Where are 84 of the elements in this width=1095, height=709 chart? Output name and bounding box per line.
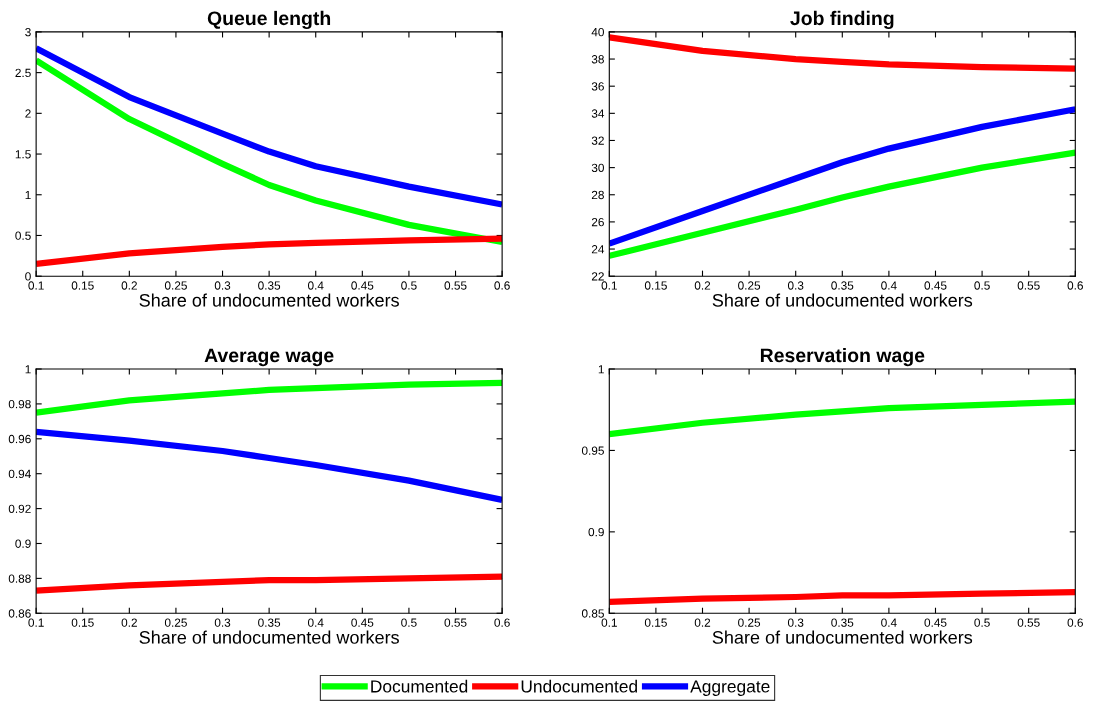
- x-tick-label: 0.6: [1067, 618, 1083, 627]
- x-tick-label: 0.1: [28, 618, 44, 627]
- x-tick-label: 0.15: [71, 618, 94, 627]
- x-tick-label: 0.2: [694, 281, 711, 290]
- x-tick-label: 0.1: [601, 281, 617, 290]
- x-axis-title: Share of undocumented workers: [139, 630, 399, 644]
- x-tick-label: 0.3: [214, 618, 231, 627]
- x-tick-label: 0.15: [644, 618, 667, 627]
- y-tick-label: 0: [25, 272, 31, 281]
- y-tick-label: 28: [591, 190, 604, 200]
- x-tick-label: 0.4: [881, 281, 897, 290]
- x-tick-label: 0.3: [214, 281, 231, 290]
- x-axis-title: Share of undocumented workers: [139, 293, 399, 307]
- x-tick-label: 0.45: [351, 281, 374, 290]
- x-tick-label: 0.55: [444, 281, 467, 290]
- y-tick-label: 0.9: [15, 539, 31, 548]
- y-tick-label: 0.5: [15, 231, 31, 240]
- chart-title: Reservation wage: [760, 347, 925, 367]
- chart-title: Queue length: [207, 10, 331, 30]
- y-tick-label: 22: [591, 272, 604, 281]
- y-tick-label: 1: [25, 190, 31, 200]
- y-tick-label: 26: [591, 217, 604, 227]
- x-tick-label: 0.2: [121, 281, 137, 290]
- y-tick-label: 0.94: [8, 469, 31, 479]
- y-tick-label: 0.98: [8, 399, 31, 409]
- y-tick-label: 36: [591, 82, 604, 91]
- legend-label: Undocumented: [521, 679, 637, 693]
- x-tick-label: 0.4: [307, 618, 324, 627]
- y-tick-label: 34: [591, 109, 605, 118]
- legend-label: Aggregate: [690, 680, 770, 696]
- y-tick-label: 2: [25, 109, 31, 118]
- x-axis-title: Share of undocumented workers: [712, 293, 973, 307]
- x-tick-label: 0.3: [787, 281, 804, 290]
- chart-title: Job finding: [790, 10, 894, 30]
- y-tick-label: 1: [598, 365, 604, 374]
- x-tick-label: 0.4: [881, 618, 897, 627]
- x-tick-label: 0.6: [494, 281, 510, 290]
- x-tick-label: 0.45: [924, 281, 947, 290]
- x-tick-label: 0.55: [1017, 281, 1040, 290]
- x-tick-label: 0.55: [444, 618, 467, 627]
- chart-title: Average wage: [204, 348, 334, 367]
- x-tick-label: 0.25: [738, 281, 761, 290]
- y-tick-label: 0.9: [588, 527, 604, 537]
- y-tick-label: 40: [591, 27, 604, 37]
- y-tick-label: 0.92: [8, 504, 31, 513]
- x-tick-label: 0.45: [351, 618, 374, 627]
- x-tick-label: 0.25: [164, 281, 187, 290]
- y-tick-label: 0.96: [8, 434, 31, 444]
- x-tick-label: 0.15: [71, 281, 94, 290]
- x-tick-label: 0.35: [258, 281, 281, 290]
- y-tick-label: 2.5: [15, 68, 31, 78]
- legend-label: Documented: [371, 679, 468, 693]
- y-tick-label: 38: [591, 55, 604, 64]
- y-tick-label: 0.88: [8, 574, 31, 583]
- y-tick-label: 24: [591, 245, 605, 254]
- x-tick-label: 0.35: [831, 281, 854, 290]
- x-tick-label: 0.5: [974, 281, 990, 290]
- x-tick-label: 0.35: [258, 618, 281, 627]
- x-tick-label: 0.2: [694, 618, 711, 627]
- y-tick-label: 1: [25, 365, 31, 374]
- x-tick-label: 0.25: [164, 618, 187, 627]
- y-tick-label: 3: [25, 27, 31, 37]
- y-tick-label: 0.85: [581, 609, 604, 618]
- x-tick-label: 0.3: [787, 618, 804, 627]
- x-tick-label: 0.35: [831, 618, 854, 627]
- x-tick-label: 0.45: [924, 618, 947, 627]
- y-tick-label: 0.86: [8, 609, 31, 618]
- x-tick-label: 0.5: [401, 618, 417, 627]
- y-tick-label: 1.5: [15, 150, 31, 159]
- x-tick-label: 0.15: [644, 281, 667, 290]
- x-tick-label: 0.1: [28, 281, 44, 290]
- y-tick-label: 30: [591, 163, 604, 173]
- x-tick-label: 0.6: [1067, 281, 1083, 290]
- x-tick-label: 0.6: [494, 618, 510, 627]
- x-tick-label: 0.5: [401, 281, 417, 290]
- x-tick-label: 0.5: [974, 618, 990, 627]
- x-tick-label: 0.4: [307, 281, 324, 290]
- y-tick-label: 0.95: [581, 446, 604, 455]
- x-tick-label: 0.55: [1017, 618, 1040, 627]
- y-tick-label: 32: [591, 136, 604, 145]
- x-tick-label: 0.2: [121, 618, 137, 627]
- x-tick-label: 0.1: [601, 618, 617, 627]
- x-axis-title: Share of undocumented workers: [712, 630, 973, 644]
- x-tick-label: 0.25: [738, 618, 761, 627]
